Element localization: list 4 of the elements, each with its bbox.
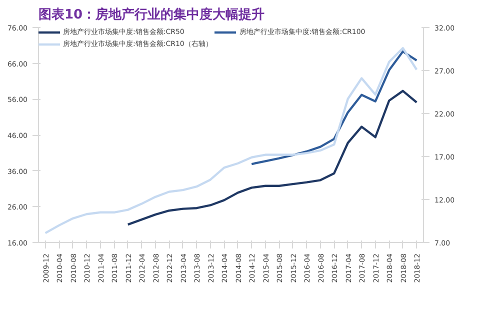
line-series [44, 47, 418, 234]
line-series [126, 90, 418, 226]
line-series [250, 50, 418, 166]
chart-title: 图表10：房地产行业的集中度大幅提升 [38, 6, 265, 22]
